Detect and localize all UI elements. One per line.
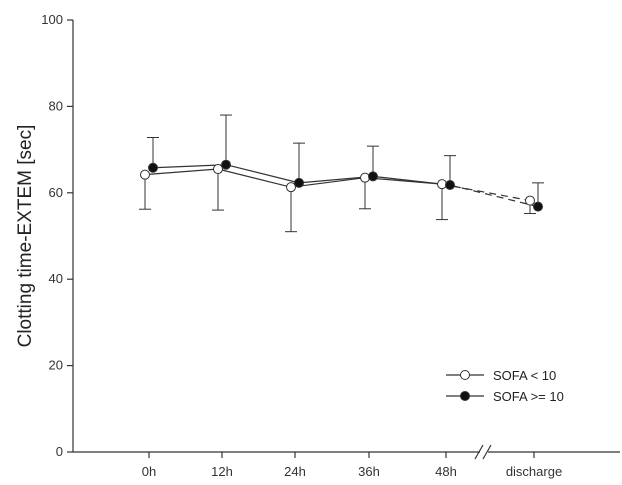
series-lines <box>144 164 539 208</box>
data-point <box>140 169 150 180</box>
legend: SOFA < 10 SOFA >= 10 <box>446 368 564 404</box>
data-points <box>140 159 543 212</box>
error-bars <box>139 114 544 233</box>
x-tick-label: 48h <box>435 464 457 479</box>
ticks: 0 20 40 60 80 100 0h 12h 24h 36h 48h discharge <box>41 12 562 479</box>
data-point <box>286 182 296 193</box>
data-point <box>360 172 370 183</box>
axis-break-mark <box>474 444 484 460</box>
x-tick-label: 24h <box>284 464 306 479</box>
x-tick-label: 36h <box>358 464 380 479</box>
legend-marker <box>460 391 470 401</box>
data-point <box>445 180 455 191</box>
data-point <box>533 201 543 212</box>
y-axis-title: Clotting time-EXTEM [sec] <box>15 125 36 348</box>
y-tick-label: 40 <box>49 271 63 286</box>
axes <box>72 20 620 460</box>
x-tick-label: 0h <box>142 464 156 479</box>
legend-marker <box>460 370 470 380</box>
y-tick-label: 20 <box>49 358 63 373</box>
data-point <box>213 164 223 175</box>
x-tick-label: 12h <box>211 464 233 479</box>
x-tick-label: discharge <box>506 464 562 479</box>
data-point <box>368 171 378 182</box>
y-tick-label: 100 <box>41 12 63 27</box>
legend-label: SOFA < 10 <box>493 368 556 383</box>
series-line-break <box>449 184 539 208</box>
data-point <box>525 195 535 206</box>
axis-break-mark <box>482 444 492 460</box>
data-point <box>221 159 231 170</box>
y-tick-label: 60 <box>49 185 63 200</box>
data-point <box>148 162 158 173</box>
y-tick-label: 80 <box>49 98 63 113</box>
legend-label: SOFA >= 10 <box>493 389 564 404</box>
data-point <box>294 177 304 188</box>
y-tick-label: 0 <box>56 444 63 459</box>
